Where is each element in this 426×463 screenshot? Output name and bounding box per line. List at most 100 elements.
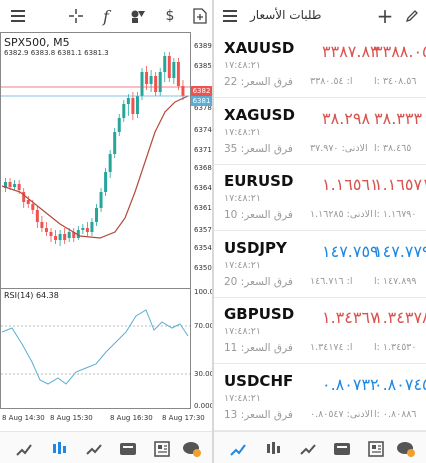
ask-price-label: 6381 xyxy=(191,96,212,106)
quote-spread: فرق السعر: 11 xyxy=(224,342,293,354)
chart-toolbar: f $ xyxy=(0,0,212,32)
candle-body xyxy=(95,208,98,222)
quotes-icon[interactable] xyxy=(226,437,250,461)
bottom-nav xyxy=(0,431,212,463)
quote-low: الادنى: ٠.٨٠٥٤٧ xyxy=(310,408,373,420)
price-tick-label: 6364. xyxy=(194,184,215,192)
quote-ask: ١٤٧.٧٧٩ xyxy=(374,241,426,261)
quotes-toolbar: طلبات الأسعار + xyxy=(214,0,426,32)
candle-body xyxy=(40,222,44,228)
quote-row-usdchf[interactable]: USDCHF ١٧:٤٨:٢١ فرق السعر: 13 ٠.٨٠٧٣٢ ٠.٨٠٧٤… xyxy=(214,365,426,431)
history-icon[interactable] xyxy=(116,437,140,461)
candle-body xyxy=(158,72,162,92)
candle-body xyxy=(149,76,153,84)
quote-low: الادنى: ٣٧.٩٧٠ xyxy=(310,142,368,154)
price-chart[interactable]: SPX500, M5 6382.9 6383.8 6381.1 6381.3 R… xyxy=(0,32,215,429)
quote-high: ١.١٦٧٩٠ :ا xyxy=(374,209,417,220)
quote-ask: ٣٣٨٨.٠٥ xyxy=(374,42,426,61)
quote-symbol: USDJPY xyxy=(224,238,287,257)
quote-high: ٠.٨٠٨٨٦ :ا xyxy=(374,408,417,420)
candle-body xyxy=(122,104,126,118)
rsi-tick-label: 100.0 xyxy=(194,288,215,296)
quote-bid: ١٤٧.٧٥٩ xyxy=(322,241,379,261)
candle-body xyxy=(67,232,71,238)
rsi-line xyxy=(1,309,189,385)
quote-high: ٣٨.٤٦٥ :ا xyxy=(374,142,412,154)
quote-high: ١٤٧.٨٩٩ :ا xyxy=(374,275,417,287)
panel-divider xyxy=(212,0,214,463)
candle-body xyxy=(104,172,108,192)
candle-body xyxy=(154,76,158,92)
quote-ask: ٠.٨٠٧٤٥ xyxy=(374,374,426,394)
price-tick-label: 6389. xyxy=(194,42,215,50)
quote-symbol: GBPUSD xyxy=(224,305,295,323)
quote-row-xagusd[interactable]: XAGUSD ١٧:٤٨:٢١ فرق السعر: 35 ٣٨.٢٩٨ ٣٨.٣٣٣ ا… xyxy=(214,99,426,165)
quote-time: ١٧:٤٨:٢١ xyxy=(224,60,262,71)
quote-symbol: XAUUSD xyxy=(224,39,295,57)
candle-body xyxy=(49,232,53,236)
objects-icon[interactable] xyxy=(126,4,150,28)
price-tick-label: 6368. xyxy=(194,164,215,172)
quote-time: ١٧:٤٨:٢١ xyxy=(224,126,262,138)
candle-body xyxy=(163,56,167,72)
edit-icon[interactable] xyxy=(400,4,424,28)
candle-body xyxy=(8,182,12,187)
trade-nav-icon[interactable] xyxy=(296,437,320,461)
quote-time: ١٧:٤٨:٢١ xyxy=(224,259,262,271)
quote-ask: ١.١٦٥٧١ xyxy=(374,175,426,194)
quote-bid: ١.١٦٥٦١ xyxy=(322,175,379,194)
candle-body xyxy=(181,86,185,96)
quote-symbol: EURUSD xyxy=(224,172,294,190)
quote-bid: ٣٨.٢٩٨ xyxy=(322,108,371,128)
menu-icon[interactable] xyxy=(218,4,242,28)
price-tick-label: 6378. xyxy=(194,104,215,112)
function-icon[interactable]: f xyxy=(103,6,109,26)
quote-row-usdjpy[interactable]: USDJPY ١٧:٤٨:٢١ فرق السعر: 20 ١٤٧.٧٥٩ ١٤٧.٧٧… xyxy=(214,232,426,298)
quote-row-gbpusd[interactable]: GBPUSD ١٧:٤٨:٢١ فرق السعر: 11 ١.٣٤٣٦٧ ١.٣٤٣٧… xyxy=(214,298,426,364)
messages-icon[interactable] xyxy=(180,437,204,461)
quote-low: الادنى: ١.١٦٢٨٥ xyxy=(310,209,373,220)
price-tick-label: 6350. xyxy=(194,264,215,272)
time-tick-label: 8 Aug 16:30 xyxy=(110,414,153,422)
quotes-icon[interactable] xyxy=(12,437,36,461)
add-file-icon[interactable] xyxy=(188,4,212,28)
quote-row-xauusd[interactable]: XAUUSD ١٧:٤٨:٢١ فرق السعر: 22 ٣٣٨٧.٨٣ ٣٣٨٨.٠… xyxy=(214,32,426,98)
price-tick-label: 6374. xyxy=(194,126,215,134)
quote-bid: ٠.٨٠٧٣٢ xyxy=(322,374,379,394)
news-icon[interactable] xyxy=(364,437,388,461)
news-icon[interactable] xyxy=(150,437,174,461)
candle-body xyxy=(108,154,112,172)
crosshair-icon[interactable] xyxy=(64,4,88,28)
quote-high: ٣٤٠٨.٥٦ :ا xyxy=(374,76,417,87)
chart-icon[interactable] xyxy=(47,437,71,461)
candle-body xyxy=(167,56,171,78)
add-icon[interactable]: + xyxy=(376,4,394,28)
candle-body xyxy=(26,200,30,204)
trade-nav-icon[interactable] xyxy=(82,437,106,461)
candle-body xyxy=(145,72,149,84)
candle-body xyxy=(126,98,130,104)
price-tick-label: 6371. xyxy=(194,146,215,154)
quote-spread: فرق السعر: 20 xyxy=(224,275,293,288)
menu-icon[interactable] xyxy=(6,4,30,28)
messages-icon[interactable] xyxy=(394,437,418,461)
quotes-panel: طلبات الأسعار + XAUUSD ١٧:٤٨:٢١ فرق السعر:… xyxy=(214,0,426,463)
history-icon[interactable] xyxy=(330,437,354,461)
quote-spread: فرق السعر: 13 xyxy=(224,408,293,421)
candle-body xyxy=(176,62,180,86)
candle-body xyxy=(140,72,144,96)
quote-bid: ٣٣٨٧.٨٣ xyxy=(322,42,379,61)
candle-body xyxy=(31,204,35,210)
quote-row-eurusd[interactable]: EURUSD ١٧:٤٨:٢١ فرق السعر: 10 ١.١٦٥٦١ ١.١٦٥٧… xyxy=(214,165,426,231)
chart-icon[interactable] xyxy=(261,437,285,461)
candle-body xyxy=(90,222,94,232)
candle-body xyxy=(22,192,26,202)
quote-time: ١٧:٤٨:٢١ xyxy=(224,392,262,404)
candle-body xyxy=(131,98,135,114)
price-tick-label: 6385. xyxy=(194,62,215,70)
candle-body xyxy=(85,228,89,232)
candle-body xyxy=(172,62,176,78)
chart-panel: f $ SPX500, M5 6382.9 6383.8 6381.1 6381… xyxy=(0,0,215,463)
trade-icon[interactable]: $ xyxy=(165,8,175,24)
candle-body xyxy=(58,234,62,240)
